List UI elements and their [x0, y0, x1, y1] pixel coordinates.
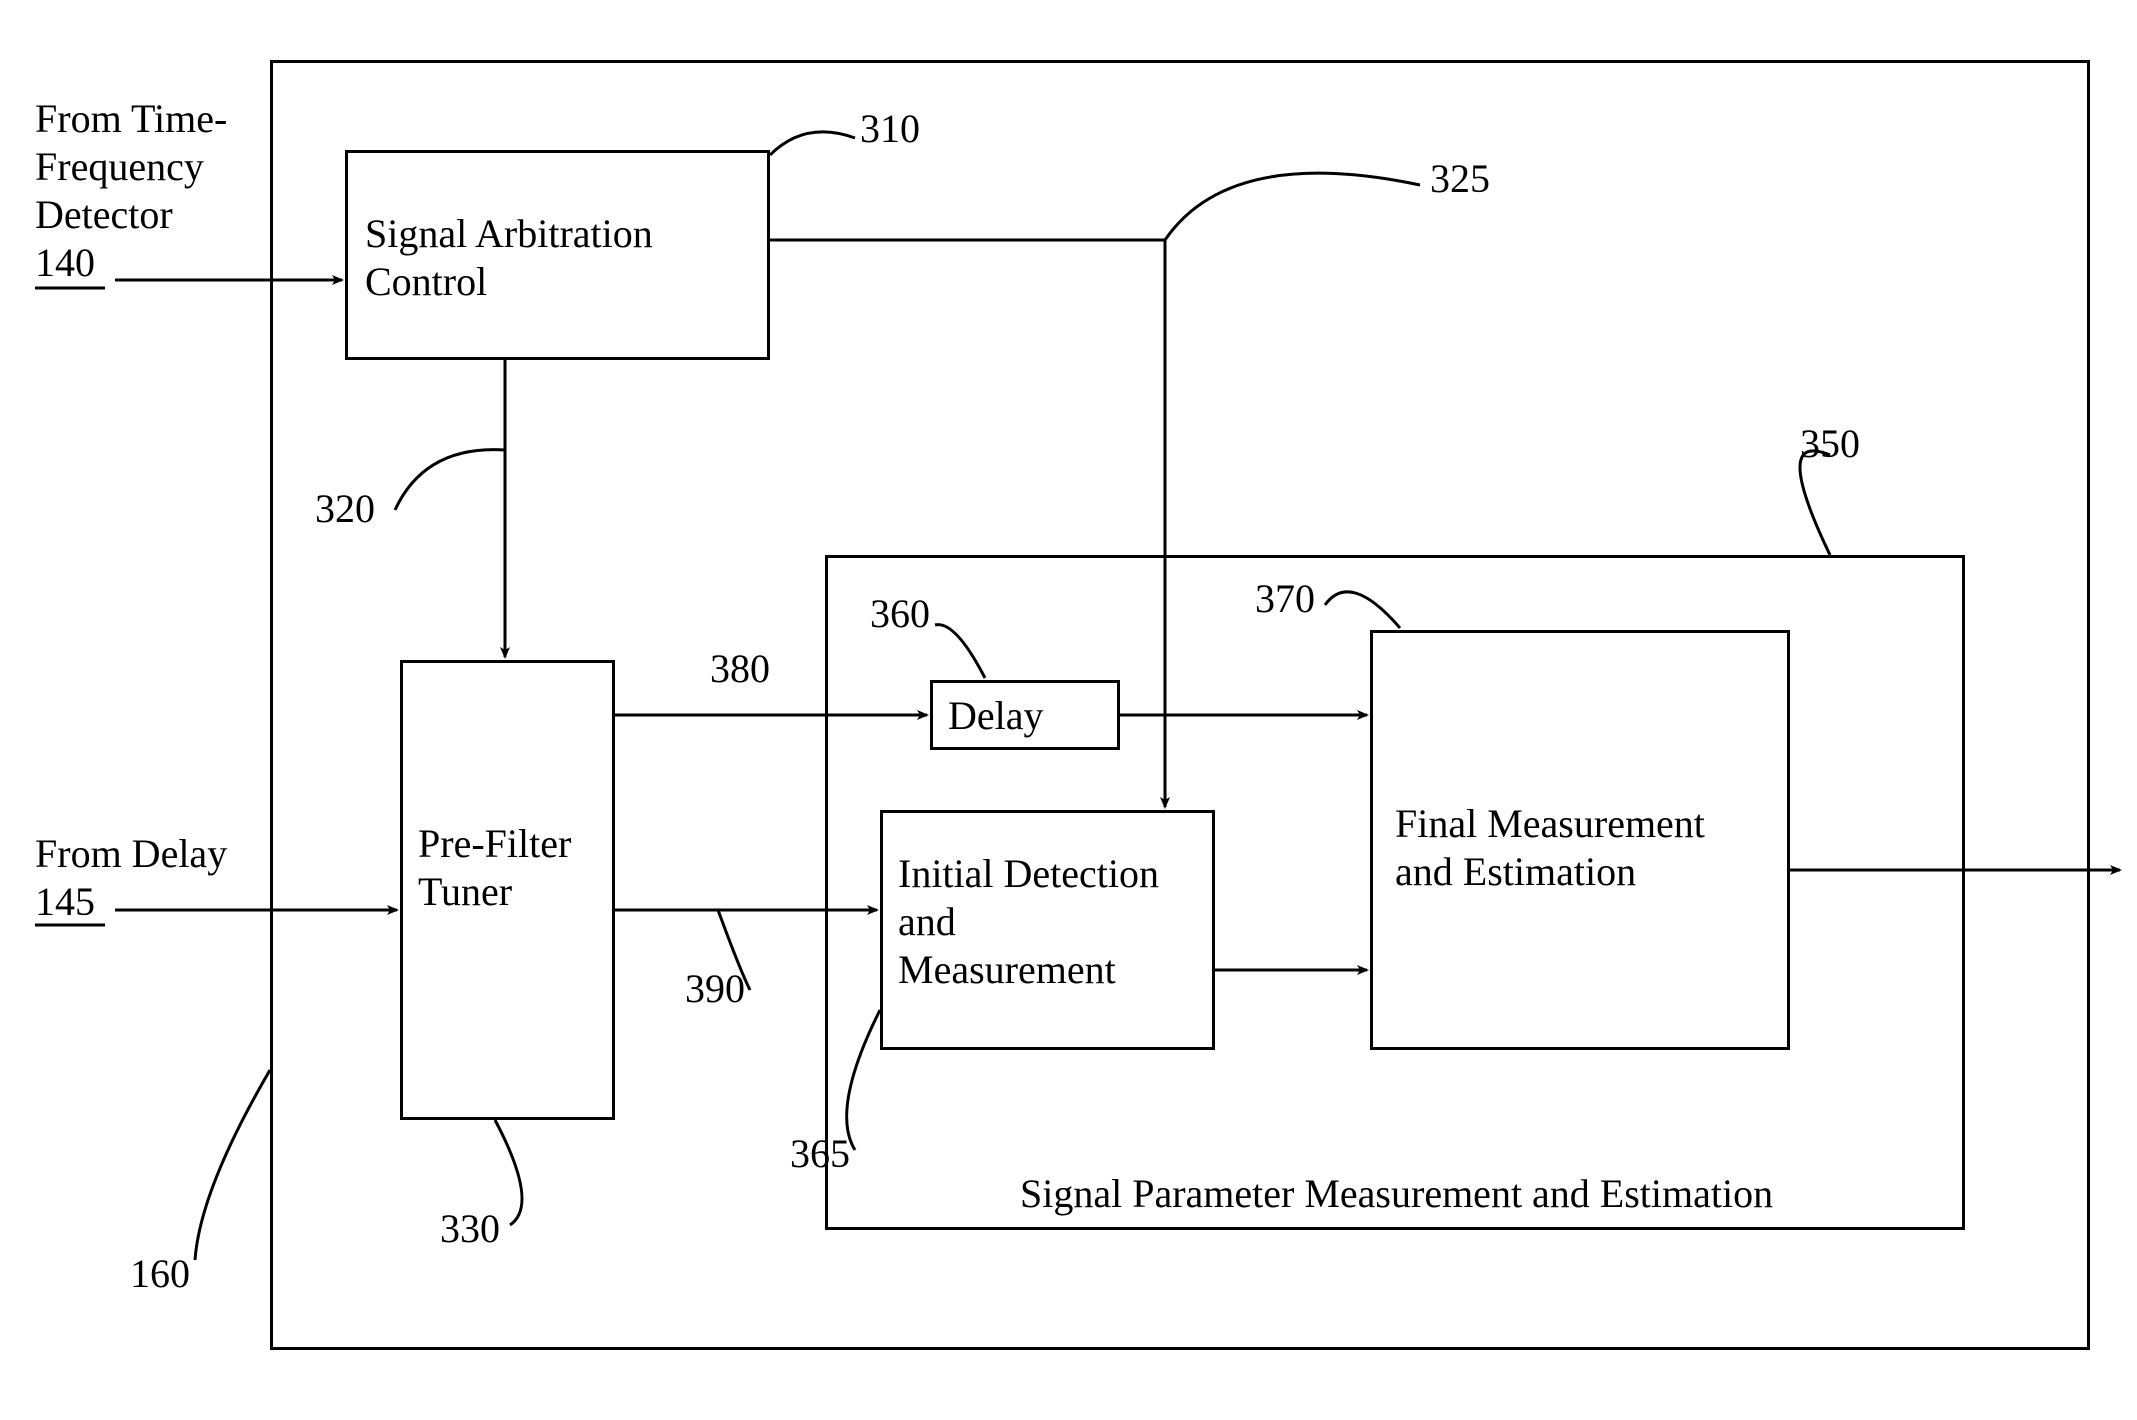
- from-delay-label: From Delay 145: [35, 830, 227, 926]
- initial-detection-label: Initial Detection and Measurement: [898, 850, 1159, 994]
- ref-label-160: 160: [130, 1250, 190, 1298]
- signal-parameter-inner-label: Signal Parameter Measurement and Estimat…: [1020, 1170, 1773, 1218]
- ref-label-370: 370: [1255, 575, 1315, 623]
- pre-filter-tuner-label: Pre-Filter Tuner: [418, 820, 571, 916]
- ref-label-325: 325: [1430, 155, 1490, 203]
- ref-label-330: 330: [440, 1205, 500, 1253]
- ref-label-380: 380: [710, 645, 770, 693]
- ref-label-320: 320: [315, 485, 375, 533]
- delay-label: Delay: [948, 692, 1044, 740]
- ref-label-310: 310: [860, 105, 920, 153]
- ref-label-350: 350: [1800, 420, 1860, 468]
- final-measurement-label: Final Measurement and Estimation: [1395, 800, 1705, 896]
- diagram-canvas: Signal Arbitration Control Pre-Filter Tu…: [0, 0, 2137, 1420]
- ref-label-365: 365: [790, 1130, 850, 1178]
- ref-label-360: 360: [870, 590, 930, 638]
- from-time-frequency-detector-label: From Time- Frequency Detector 140: [35, 95, 227, 287]
- ref-label-390: 390: [685, 965, 745, 1013]
- signal-arbitration-control-label: Signal Arbitration Control: [365, 210, 653, 306]
